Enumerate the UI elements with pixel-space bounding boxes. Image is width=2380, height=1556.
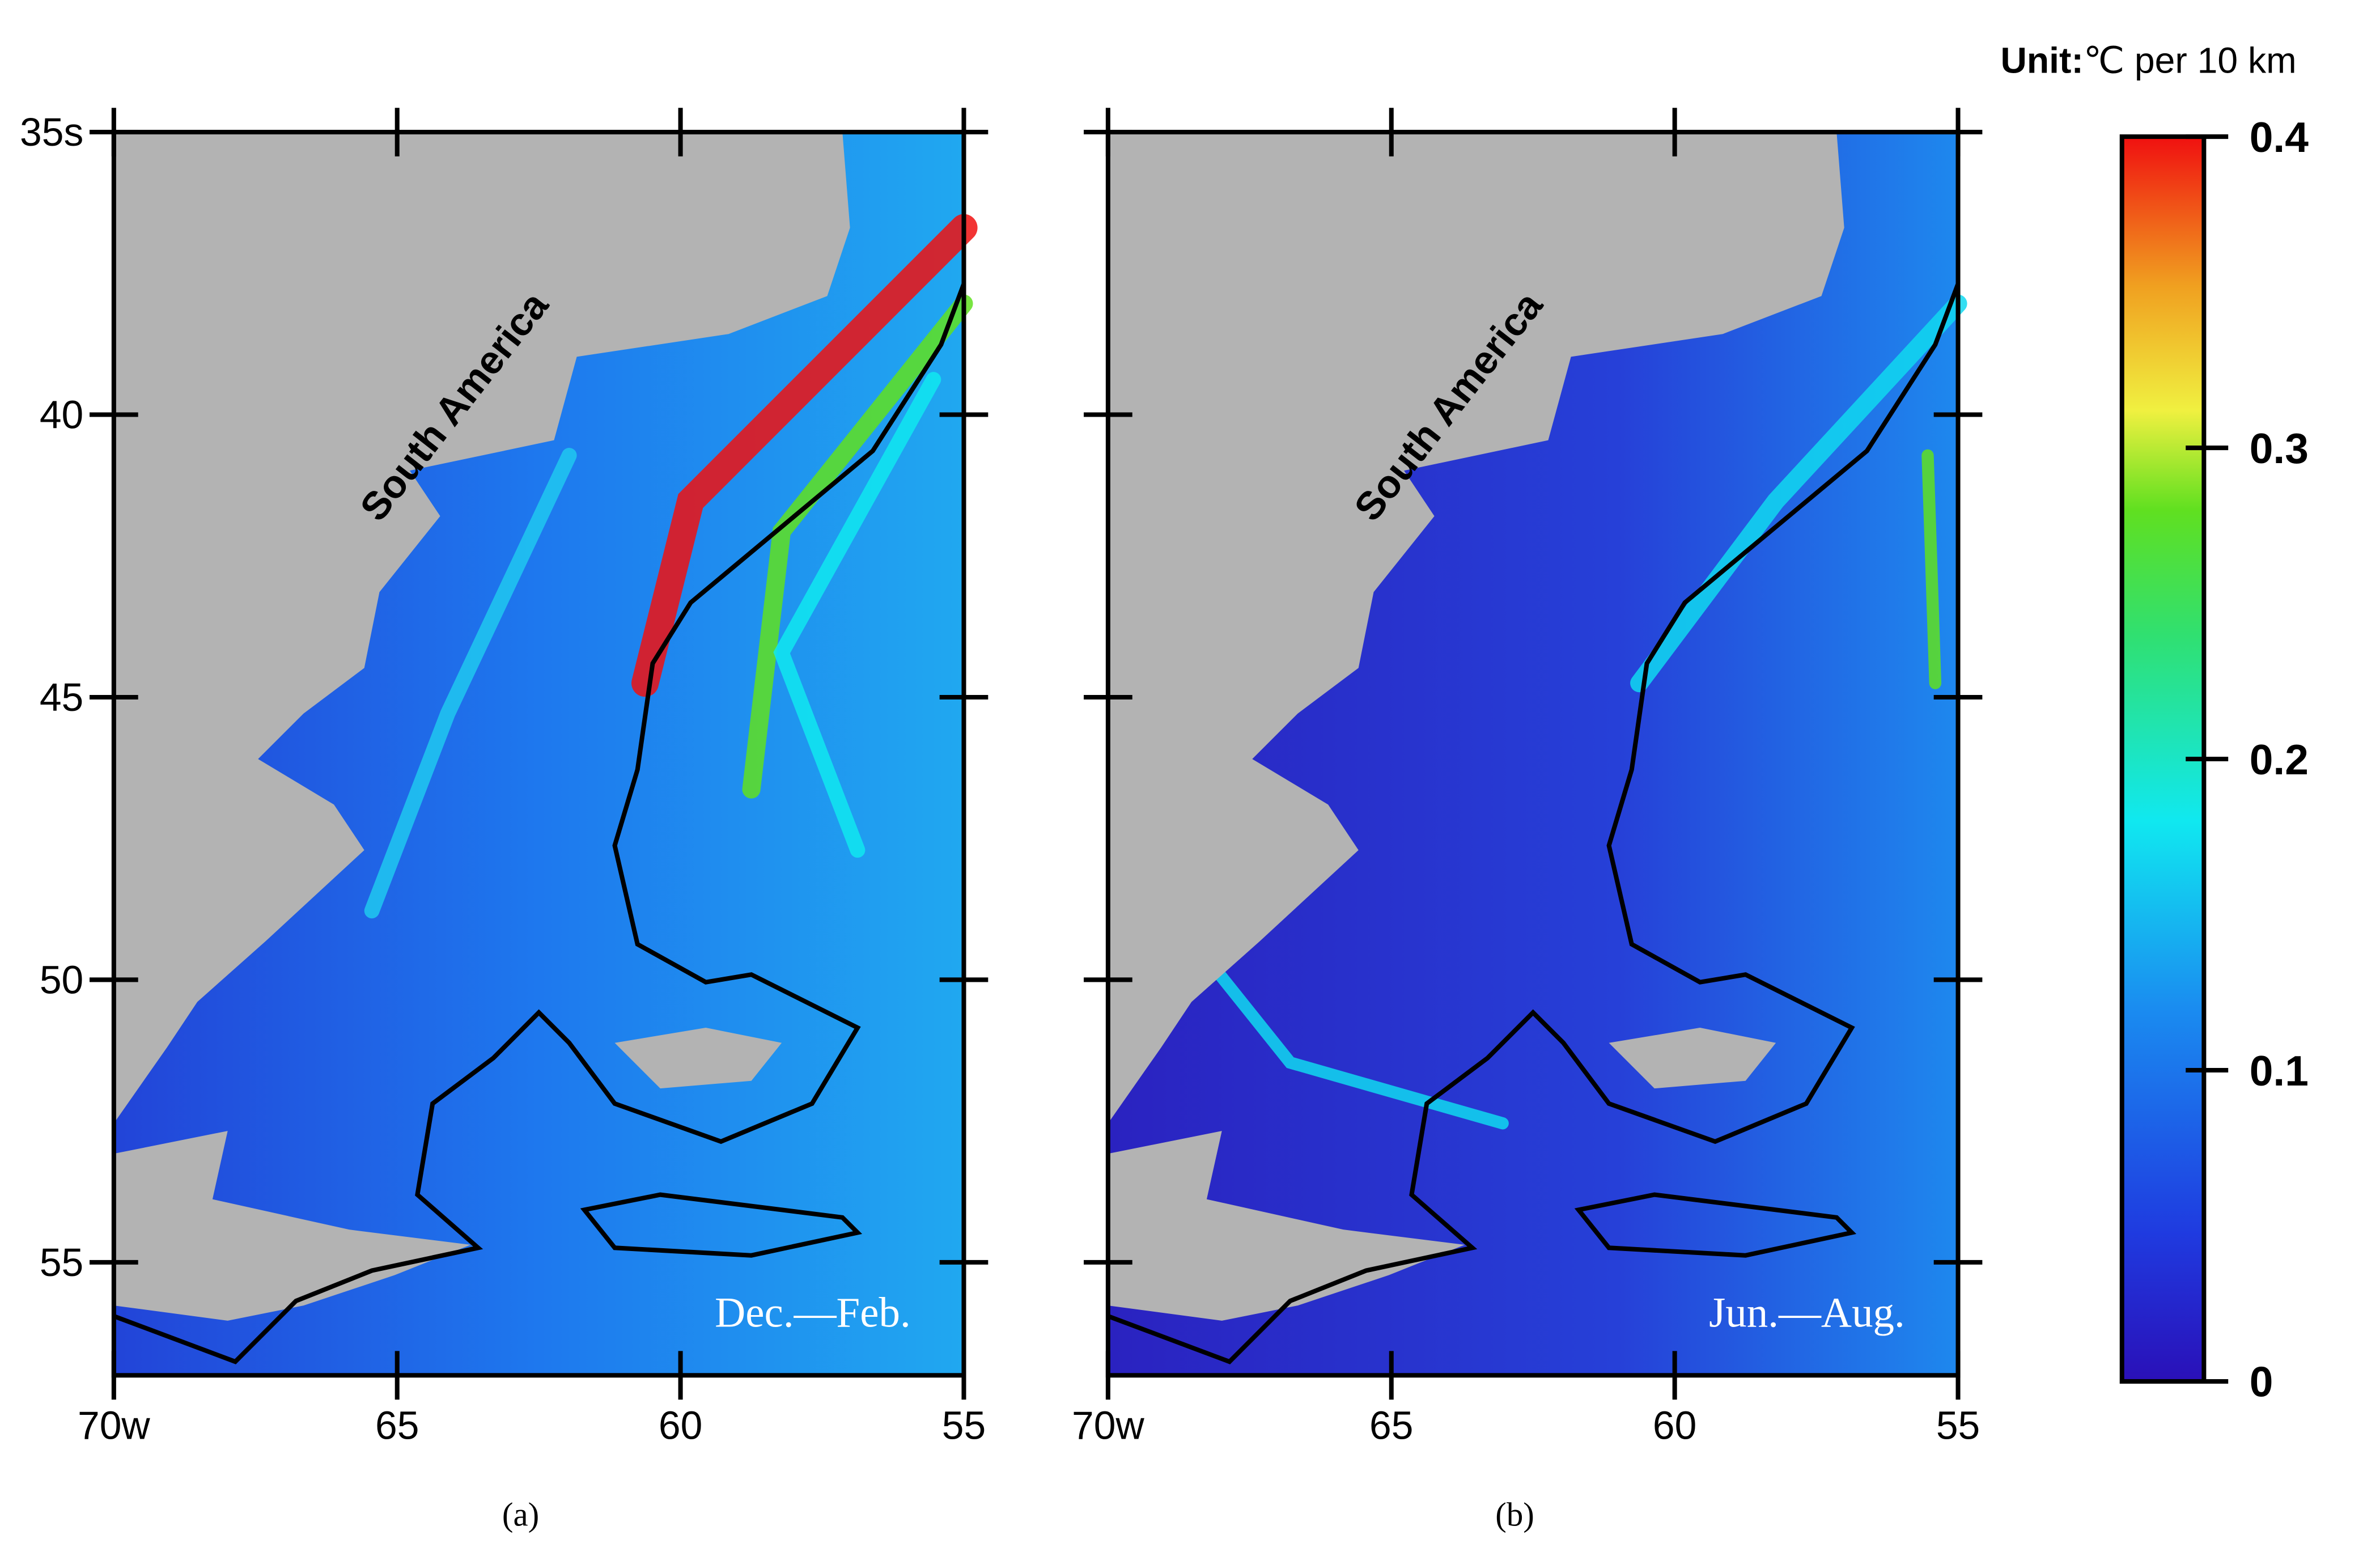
y-tick-label: 40: [40, 393, 83, 437]
unit-text: ℃ per 10 km: [2084, 40, 2297, 81]
y-tick-label: 50: [40, 958, 83, 1002]
season-label: Jun.—Aug.: [1709, 1290, 1905, 1337]
gradient-band: [773, 372, 941, 858]
y-tick-label: 35s: [20, 110, 83, 154]
colorbar-tick-label: 0.4: [2250, 113, 2309, 161]
season-label: Dec.—Feb.: [715, 1290, 911, 1337]
colorbar-tick-label: 0.1: [2250, 1047, 2309, 1095]
colorbar-tick-label: 0.2: [2250, 736, 2309, 783]
x-tick-label: 55: [942, 1404, 986, 1448]
colorbar-tick-label: 0.3: [2250, 425, 2309, 472]
y-tick-label: 55: [40, 1240, 83, 1284]
x-tick-label: 60: [1653, 1404, 1696, 1448]
gradient-band: [742, 294, 973, 799]
x-tick-label: 65: [1369, 1404, 1413, 1448]
y-tick-label: 45: [40, 675, 83, 719]
unit-label: Unit:℃ per 10 km: [2001, 40, 2297, 81]
panel-label: (b): [1495, 1496, 1534, 1533]
x-tick-label: 65: [375, 1404, 419, 1448]
x-tick-label: 70w: [78, 1404, 150, 1448]
panel-label: (a): [502, 1496, 539, 1533]
unit-bold: Unit:: [2001, 40, 2084, 81]
frame: [1105, 130, 1961, 1378]
gradient-band: [1921, 449, 1942, 689]
x-tick-label: 55: [1936, 1404, 1980, 1448]
x-tick-label: 60: [659, 1404, 702, 1448]
frame: [111, 130, 966, 1378]
x-tick-label: 70w: [1072, 1404, 1144, 1448]
gradient-band: [1630, 294, 1967, 693]
gradient-band: [364, 448, 577, 919]
gradient-band: [631, 214, 978, 697]
colorbar-tick-label: 0: [2250, 1358, 2273, 1406]
